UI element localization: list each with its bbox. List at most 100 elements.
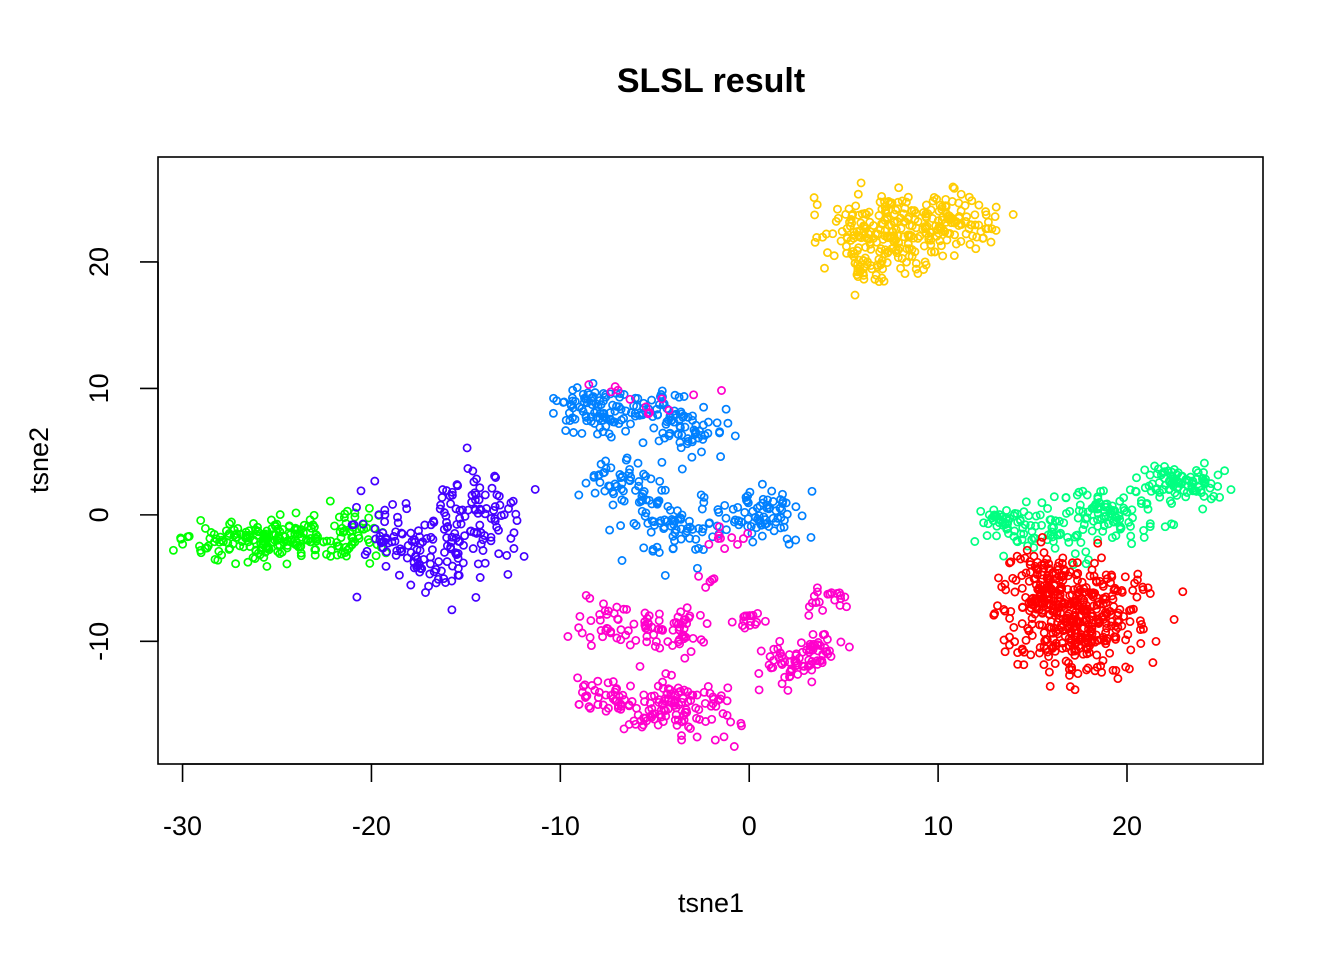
point-cluster-2: [691, 534, 701, 544]
point-cluster-4: [962, 212, 972, 222]
point-cluster-3: [657, 394, 667, 404]
point-cluster-4: [961, 229, 971, 239]
point-cluster-5: [1186, 472, 1195, 482]
point-cluster-6: [1136, 639, 1146, 648]
point-cluster-6: [1034, 585, 1044, 595]
point-cluster-2: [672, 506, 682, 516]
point-cluster-2: [617, 484, 626, 494]
point-cluster-6: [1037, 532, 1047, 542]
point-cluster-1: [472, 528, 482, 538]
point-cluster-1: [380, 505, 390, 515]
point-cluster-0: [334, 512, 344, 522]
point-cluster-1: [434, 557, 444, 567]
point-cluster-4: [853, 189, 863, 199]
point-cluster-3: [743, 528, 753, 538]
point-cluster-6: [1000, 647, 1010, 657]
point-cluster-4: [823, 248, 832, 258]
point-cluster-5: [1002, 505, 1011, 515]
point-cluster-2: [643, 518, 653, 528]
point-cluster-2: [601, 456, 611, 466]
point-cluster-2: [721, 513, 731, 523]
point-cluster-5: [1122, 507, 1132, 517]
point-cluster-2: [697, 527, 707, 537]
point-cluster-4: [855, 267, 865, 277]
point-cluster-2: [680, 422, 690, 432]
point-cluster-1: [381, 561, 391, 571]
point-cluster-1: [414, 526, 423, 536]
point-cluster-4: [933, 216, 943, 226]
point-cluster-2: [776, 495, 785, 505]
point-cluster-2: [769, 526, 779, 536]
point-cluster-3: [586, 641, 596, 651]
point-cluster-2: [674, 392, 684, 402]
point-cluster-3: [647, 691, 656, 701]
point-cluster-1: [450, 528, 460, 538]
point-cluster-5: [979, 518, 989, 528]
point-cluster-6: [1065, 682, 1075, 692]
point-cluster-5: [1096, 486, 1106, 496]
point-cluster-5: [1021, 497, 1031, 507]
point-cluster-1: [435, 504, 445, 514]
point-cluster-3: [737, 721, 746, 731]
point-cluster-5: [1001, 514, 1011, 524]
point-cluster-1: [455, 537, 465, 547]
point-cluster-1: [401, 498, 411, 508]
point-cluster-6: [1101, 628, 1111, 638]
point-cluster-3: [594, 687, 604, 697]
point-cluster-6: [1044, 599, 1054, 609]
point-cluster-0: [273, 547, 283, 557]
point-cluster-1: [393, 512, 402, 522]
point-cluster-6: [1110, 585, 1120, 595]
point-cluster-3: [625, 394, 635, 404]
point-cluster-3: [657, 700, 667, 710]
point-cluster-4: [828, 229, 838, 239]
point-cluster-1: [358, 519, 368, 529]
point-cluster-0: [280, 532, 290, 542]
point-cluster-3: [716, 694, 725, 704]
point-cluster-5: [982, 531, 992, 541]
point-cluster-3: [835, 588, 844, 598]
point-cluster-6: [1021, 635, 1031, 645]
point-cluster-2: [589, 472, 599, 482]
point-cluster-2: [608, 487, 618, 497]
point-cluster-2: [649, 423, 659, 433]
point-cluster-5: [1049, 522, 1059, 532]
point-cluster-2: [677, 464, 687, 474]
point-cluster-0: [282, 559, 292, 569]
point-cluster-2: [569, 428, 578, 437]
point-cluster-5: [1050, 543, 1060, 553]
point-cluster-1: [442, 533, 452, 543]
point-cluster-1: [397, 546, 407, 556]
point-cluster-2: [697, 447, 706, 457]
point-cluster-3: [787, 666, 796, 676]
point-cluster-3: [603, 703, 613, 713]
point-cluster-2: [687, 437, 697, 447]
x-tick-label: 10: [923, 811, 953, 841]
point-cluster-1: [445, 491, 455, 501]
point-cluster-3: [754, 669, 764, 678]
point-cluster-0: [371, 551, 381, 561]
point-cluster-6: [1044, 652, 1054, 661]
point-cluster-2: [621, 426, 631, 436]
point-cluster-6: [1125, 617, 1135, 627]
point-cluster-1: [441, 511, 451, 521]
point-cluster-1: [446, 499, 456, 509]
point-cluster-1: [467, 497, 477, 507]
point-cluster-2: [641, 495, 651, 505]
point-cluster-0: [297, 532, 307, 542]
point-cluster-3: [821, 647, 831, 657]
point-cluster-1: [431, 578, 441, 588]
point-cluster-5: [1024, 511, 1034, 521]
point-cluster-0: [299, 520, 309, 530]
point-cluster-6: [999, 604, 1009, 614]
point-cluster-6: [1013, 659, 1023, 669]
point-cluster-2: [654, 548, 664, 557]
point-cluster-5: [1139, 532, 1149, 542]
x-tick-label: 20: [1112, 811, 1142, 841]
point-cluster-6: [1035, 620, 1045, 630]
point-cluster-1: [437, 493, 447, 502]
point-cluster-2: [616, 404, 626, 414]
point-cluster-1: [458, 558, 468, 568]
point-cluster-2: [577, 428, 587, 438]
point-cluster-3: [618, 690, 628, 700]
